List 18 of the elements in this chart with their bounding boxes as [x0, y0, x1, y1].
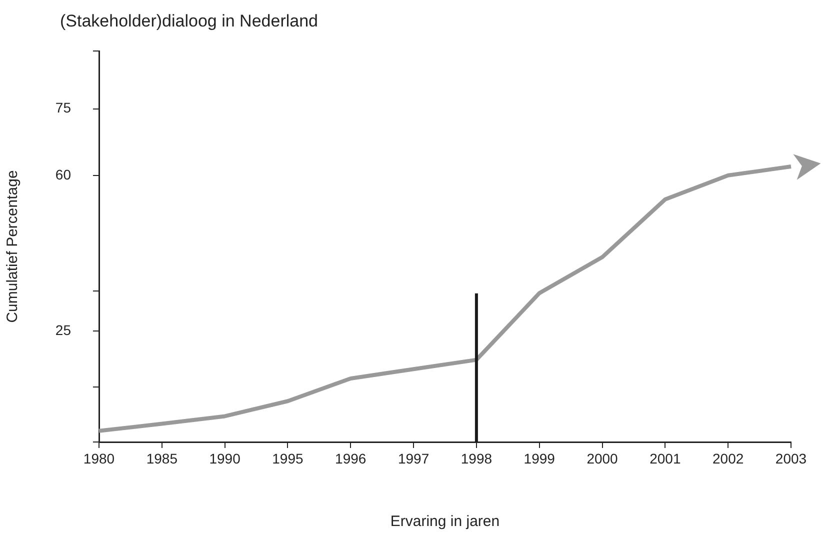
x-tick-label: 2003: [775, 450, 807, 466]
x-tick-label: 1980: [83, 450, 115, 466]
x-tick-label: 1999: [524, 450, 556, 466]
y-tick-label: 60: [55, 166, 72, 182]
x-tick-label: 1996: [335, 450, 366, 466]
chart-title: (Stakeholder)dialoog in Nederland: [60, 12, 318, 31]
y-tick-label: 25: [55, 322, 72, 338]
x-tick-label: 1997: [398, 450, 430, 466]
x-tick-label: 1995: [272, 450, 304, 466]
y-axis-title: Cumulatief Percentage: [4, 170, 22, 323]
x-tick-label: 2002: [712, 450, 744, 466]
x-tick-label: 1990: [209, 450, 241, 466]
y-tick-label: 75: [55, 100, 72, 116]
x-tick-label: 1985: [146, 450, 178, 466]
x-tick-label: 1998: [460, 450, 492, 466]
x-tick-label: 2000: [586, 450, 618, 466]
x-axis-title: Ervaring in jaren: [390, 513, 500, 530]
x-tick-label: 2001: [650, 450, 681, 466]
